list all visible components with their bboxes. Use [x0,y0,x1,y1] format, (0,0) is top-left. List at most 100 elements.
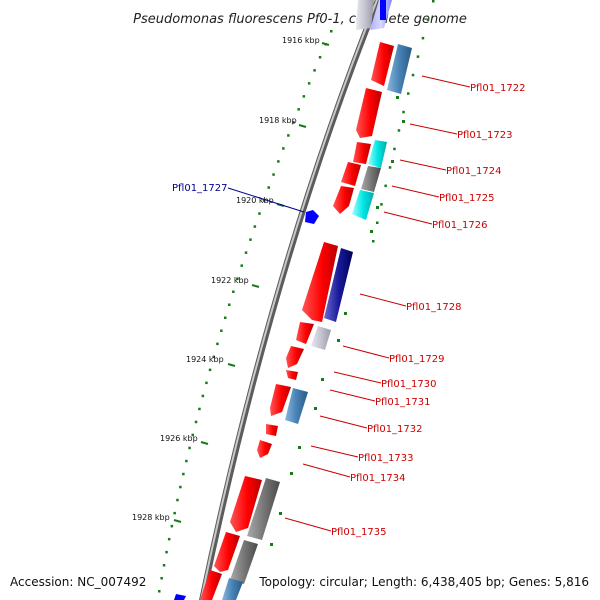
gene-arrow[interactable] [311,326,331,350]
scale-dot [330,30,333,33]
gene-arrow[interactable] [270,384,291,416]
scale-dot [216,342,219,346]
scale-dot [411,73,415,77]
kbp-label: 1922 kbp [211,276,249,285]
gene-arrow[interactable] [353,142,371,164]
gene-label[interactable]: Pfl01_1722 [470,83,526,94]
scale-dot [240,264,243,267]
accession-text: Accession: NC_007492 [10,575,146,589]
gene-arrow[interactable] [341,162,361,186]
gene-label[interactable]: Pfl01_1724 [446,166,502,177]
scale-dot [267,186,270,189]
gene-label[interactable]: Pfl01_1723 [457,130,513,141]
gene-arrow[interactable] [387,44,412,94]
gene-arrow[interactable] [286,370,298,380]
scale-dot [232,290,235,293]
scale-dots [158,30,333,593]
scale-dot [208,368,212,372]
gene-arrow[interactable] [230,540,258,584]
gene-arrow[interactable] [296,322,314,344]
scale-dot [272,173,275,176]
gene-arrow[interactable] [361,166,381,192]
gene-labels: Pfl01_1722 Pfl01_1723 Pfl01_1724 Pfl01_1… [172,83,526,538]
kbp-label: 1924 kbp [186,355,224,364]
scale-dot [292,121,295,124]
scale-dot [179,485,182,489]
scale-dot [287,134,290,137]
scale-dot [262,199,266,202]
gene-label[interactable]: Pfl01_1727 [172,183,228,194]
genome-backbone-highlight [200,0,378,600]
scale-dot [158,590,161,593]
scale-dot [388,166,392,169]
scale-dot [220,329,223,332]
gene-arrow[interactable] [333,186,354,214]
scale-dot [224,316,227,319]
scale-dot [212,355,215,359]
scale-dot [170,524,174,528]
scale-dot [432,0,435,3]
scale-dot [302,95,306,98]
kbp-label: 1920 kbp [236,196,274,205]
scale-dot [402,110,405,114]
gene-arrow[interactable] [214,532,240,572]
gene-label[interactable]: Pfl01_1731 [375,397,431,408]
gene-label[interactable]: Pfl01_1728 [406,302,462,313]
gene-features [174,0,412,600]
scale-dot [249,238,252,241]
scale-dot [160,577,163,580]
scale-dot [198,407,201,411]
outer-dots [372,0,435,243]
gene-arrow[interactable] [200,570,222,600]
gene-arrow[interactable] [356,88,382,138]
scale-dot [258,212,261,215]
scale-dot [165,550,168,554]
gene-arrow[interactable] [285,388,308,424]
genome-summary-text: Topology: circular; Length: 6,438,405 bp… [258,575,589,589]
scale-dot [167,537,171,541]
scale-dot [318,56,322,59]
gene-label[interactable]: Pfl01_1732 [367,424,423,435]
kbp-label: 1916 kbp [282,36,320,45]
gene-arrow[interactable] [247,478,280,540]
scale-dot [205,381,208,385]
scale-dot [182,472,185,476]
scale-dot [421,36,425,40]
gene-arrow[interactable] [324,248,353,322]
gene-arrow[interactable] [368,140,387,168]
gene-arrow[interactable] [352,190,374,220]
gene-arrow[interactable] [222,578,243,600]
gene-block[interactable] [380,0,386,20]
gene-label[interactable]: Pfl01_1726 [432,220,488,231]
gene-label[interactable]: Pfl01_1729 [389,354,445,365]
gene-arrow[interactable] [257,440,272,458]
gene-label[interactable]: Pfl01_1735 [331,527,387,538]
kbp-label: 1928 kbp [132,513,170,522]
scale-dot [393,147,396,151]
gene-arrow[interactable] [174,594,186,600]
gene-arrow-1727[interactable] [305,210,319,224]
gene-arrow[interactable] [230,476,262,532]
gene-arrow[interactable] [266,424,278,436]
scale-dot [416,55,420,58]
scale-dot [282,147,285,150]
scale-dot [191,433,194,437]
scale-dot [297,108,300,111]
gene-label[interactable]: Pfl01_1734 [350,473,406,484]
scale-dot [236,277,239,280]
kbp-label: 1926 kbp [160,434,198,443]
scale-dot [228,303,231,306]
gene-arrow[interactable] [302,242,338,322]
scale-dot [253,225,257,228]
gene-label[interactable]: Pfl01_1730 [381,379,437,390]
map-title: Pseudomonas fluorescens Pf0-1, complete … [133,12,467,27]
scale-dot [162,564,166,567]
gene-label[interactable]: Pfl01_1725 [439,193,495,204]
scale-dot [372,240,375,243]
gene-arrow[interactable] [286,346,304,368]
gene-arrow[interactable] [356,0,374,30]
scale-dot [244,251,248,254]
gene-label[interactable]: Pfl01_1733 [358,453,414,464]
scale-dot [194,420,198,424]
gene-arrow[interactable] [371,42,394,86]
